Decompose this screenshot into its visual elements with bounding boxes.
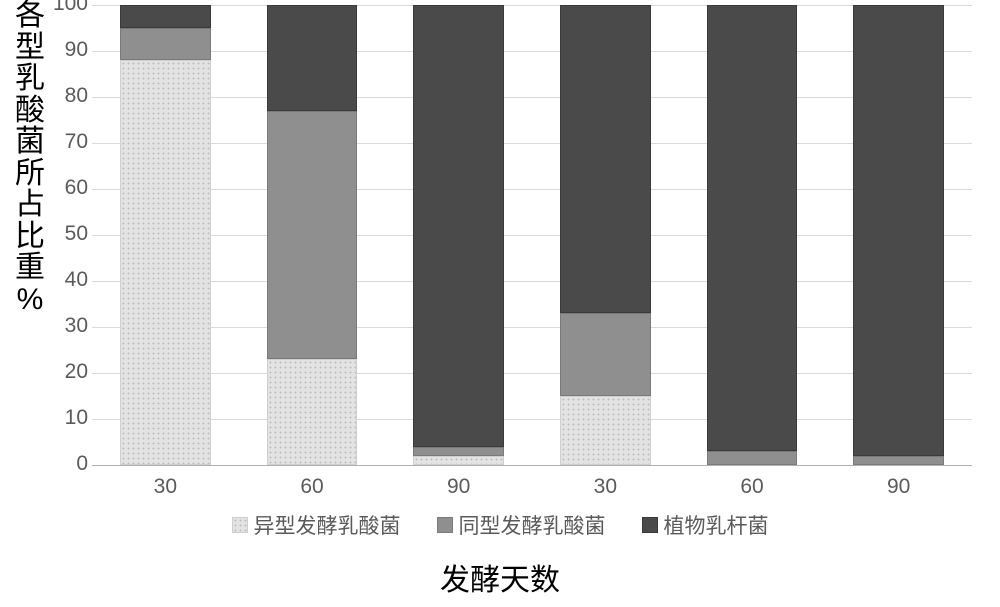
legend-label: 异型发酵乳酸菌 [254, 510, 401, 540]
y-axis-title: 各型乳酸菌所占比重% [0, 0, 60, 315]
bar-segment-hetero [120, 60, 211, 465]
bar [120, 5, 211, 465]
legend-swatch [232, 517, 248, 533]
plot-area: 306090306090 [92, 4, 972, 465]
gridline [92, 465, 972, 466]
legend-swatch [642, 517, 658, 533]
bar-segment-plant [560, 5, 651, 313]
bar-segment-homo [560, 313, 651, 396]
bar-segment-homo [267, 111, 358, 359]
legend: 异型发酵乳酸菌 同型发酵乳酸菌 植物乳杆菌 [0, 510, 1000, 540]
legend-label: 同型发酵乳酸菌 [459, 510, 606, 540]
bar-segment-hetero [267, 359, 358, 465]
y-tick-label: 20 [65, 360, 88, 384]
y-tick-label: 50 [65, 222, 88, 246]
bar [853, 5, 944, 465]
bar-segment-plant [120, 5, 211, 28]
x-tick-label: 30 [594, 475, 617, 499]
y-tick-label: 10 [65, 406, 88, 430]
bar [707, 5, 798, 465]
bar-segment-hetero [413, 456, 504, 465]
legend-item-hetero: 异型发酵乳酸菌 [232, 510, 401, 540]
y-tick-label: 80 [65, 84, 88, 108]
x-tick-label: 60 [740, 475, 763, 499]
legend-item-plant: 植物乳杆菌 [642, 510, 769, 540]
bar [413, 5, 504, 465]
bar-segment-plant [413, 5, 504, 447]
legend-label: 植物乳杆菌 [664, 510, 769, 540]
x-tick-label: 90 [887, 475, 910, 499]
bar-segment-plant [853, 5, 944, 456]
y-tick-label: 60 [65, 176, 88, 200]
bar [267, 5, 358, 465]
bar [560, 5, 651, 465]
x-tick-label: 90 [447, 475, 470, 499]
y-tick-label: 100 [53, 0, 88, 16]
y-tick-label: 90 [65, 38, 88, 62]
x-tick-label: 30 [154, 475, 177, 499]
bar-segment-homo [853, 456, 944, 465]
y-tick-label: 40 [65, 268, 88, 292]
legend-swatch [437, 517, 453, 533]
x-tick-label: 60 [300, 475, 323, 499]
bar-segment-plant [707, 5, 798, 451]
bar-segment-homo [120, 28, 211, 60]
y-tick-label: 70 [65, 130, 88, 154]
bar-segment-plant [267, 5, 358, 111]
bars-layer [92, 5, 972, 465]
y-tick-label: 30 [65, 314, 88, 338]
legend-item-homo: 同型发酵乳酸菌 [437, 510, 606, 540]
bar-segment-hetero [560, 396, 651, 465]
bar-segment-homo [413, 447, 504, 456]
bar-segment-homo [707, 451, 798, 465]
x-axis-title: 发酵天数 [0, 555, 1000, 599]
figure: 各型乳酸菌所占比重% 0102030405060708090100 306090… [0, 0, 1000, 607]
y-tick-label: 0 [76, 452, 88, 476]
